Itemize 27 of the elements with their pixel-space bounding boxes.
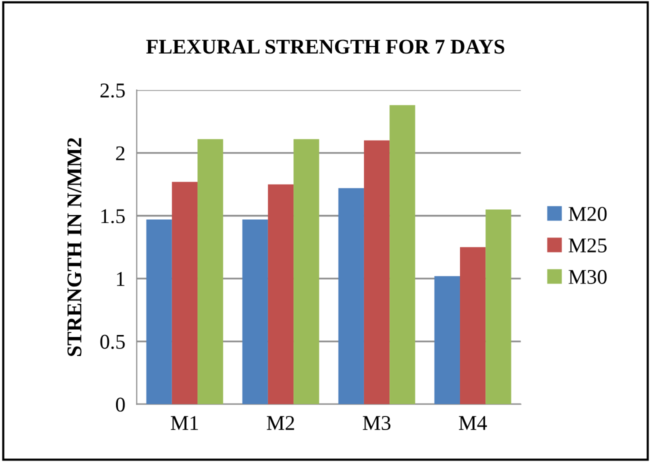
x-tick-label: M1 [170,416,198,430]
x-tick-label: M3 [362,416,390,430]
bar [390,105,416,404]
bar [338,188,364,404]
bar [172,182,198,404]
y-tick-label: 2.5 [100,84,125,98]
bar [268,184,294,404]
legend-label: M20 [568,206,607,221]
chart-title: FLEXURAL STRENGTH FOR 7 DAYS [146,40,504,54]
bar [364,140,390,404]
legend-label: M25 [568,238,607,252]
bar [242,220,268,404]
y-axis-title: STRENGTH IN N/MM2 [67,138,82,356]
y-tick-label: 0.5 [100,334,125,349]
y-tick-label: 1 [117,272,124,286]
x-tick-label: M4 [458,416,487,430]
bar [486,209,512,404]
y-tick-label: 1.5 [101,209,125,224]
y-tick-label: 0 [116,398,125,412]
legend-label: M30 [568,270,607,284]
bar [434,276,460,404]
bar [146,220,172,404]
y-tick-label: 2 [116,146,124,160]
bar [294,139,320,404]
bar [198,139,224,404]
x-tick-label: M2 [266,416,294,430]
bar [460,247,486,404]
